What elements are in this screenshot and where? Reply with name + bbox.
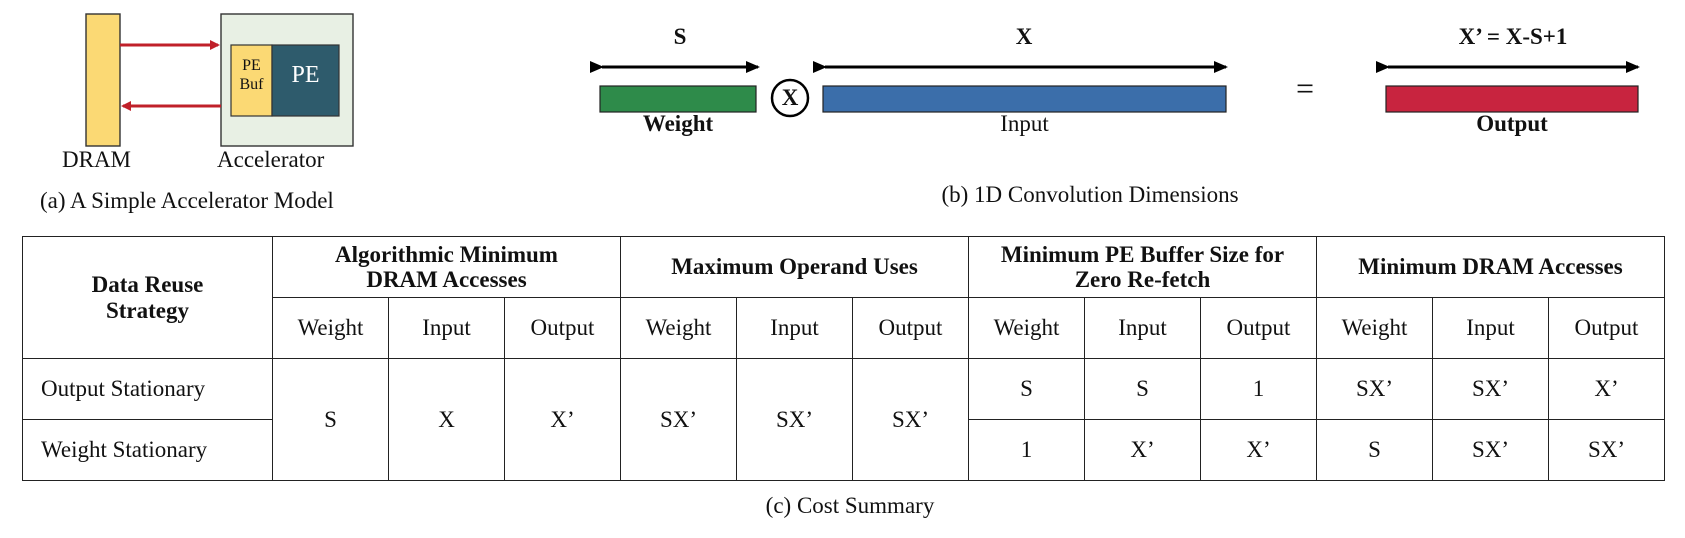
table-cell: S — [968, 358, 1085, 420]
table-cell: 1 — [968, 419, 1085, 481]
row-label-weight-stationary: Weight Stationary — [22, 419, 273, 481]
subheader-output: Output — [852, 297, 969, 359]
cost-summary-table: Data Reuse Strategy Algorithmic Minimum … — [22, 236, 1665, 481]
row-label-output-stationary: Output Stationary — [22, 358, 273, 420]
group-header-min-dram-accesses: Minimum DRAM Accesses — [1316, 236, 1665, 298]
strategy-header: Data Reuse Strategy — [22, 236, 273, 359]
subheader-input: Input — [736, 297, 853, 359]
dram-block — [85, 13, 121, 147]
table-cell: 1 — [1200, 358, 1317, 420]
output-dimension-label: X’ = X-S+1 — [1458, 24, 1568, 49]
pe-buffer-block — [230, 44, 273, 117]
table-cell: S — [1316, 419, 1433, 481]
subheader-weight: Weight — [968, 297, 1085, 359]
subheader-output: Output — [1548, 297, 1665, 359]
group-header-min-pe-buffer: Minimum PE Buffer Size for Zero Re-fetch — [968, 236, 1317, 298]
panel-c-caption: (c) Cost Summary — [765, 493, 935, 518]
output-bar — [1385, 85, 1639, 113]
table-cell: SX’ — [1432, 358, 1549, 420]
table-cell: SX’ — [620, 358, 737, 481]
group-header-max-operand-uses: Maximum Operand Uses — [620, 236, 969, 298]
subheader-weight: Weight — [272, 297, 389, 359]
weight-label: Weight — [642, 111, 714, 136]
table-cell: SX’ — [1432, 419, 1549, 481]
table-cell: S — [272, 358, 389, 481]
equals-sign: = — [1295, 70, 1315, 106]
pe-buffer-label-line1: PE — [242, 57, 261, 74]
pe-buffer-label-line2: Buf — [239, 76, 264, 93]
group-header-algorithmic-min-dram: Algorithmic Minimum DRAM Accesses — [272, 236, 621, 298]
convolution-operator-circle — [770, 78, 810, 118]
table-cell: SX’ — [852, 358, 969, 481]
s-dimension-label: S — [673, 24, 687, 49]
pe-buffer-label: PE Buf — [231, 56, 272, 94]
dram-label: DRAM — [62, 147, 132, 172]
table-subheader-row: Weight Input Output Weight Input Output … — [23, 297, 1665, 359]
input-label: Input — [1000, 111, 1049, 136]
table-cell: X’ — [1548, 358, 1665, 420]
subheader-input: Input — [1084, 297, 1201, 359]
output-label: Output — [1476, 111, 1548, 136]
panel-b-caption: (b) 1D Convolution Dimensions — [941, 182, 1239, 207]
table-cell: S — [1084, 358, 1201, 420]
x-dimension-label: X — [1015, 24, 1033, 49]
subheader-output: Output — [504, 297, 621, 359]
table-row: Weight Stationary 1 X’ X’ S SX’ SX’ — [22, 419, 1665, 481]
subheader-input: Input — [388, 297, 505, 359]
subheader-output: Output — [1200, 297, 1317, 359]
accelerator-label: Accelerator — [217, 147, 325, 172]
weight-bar — [599, 85, 757, 113]
table-cell: SX’ — [1548, 419, 1665, 481]
table-cell: SX’ — [736, 358, 853, 481]
table-cell: SX’ — [1316, 358, 1433, 420]
pe-label: PE — [291, 62, 320, 88]
table-group-header-row: Data Reuse Strategy Algorithmic Minimum … — [22, 236, 1665, 359]
table-cell: X’ — [504, 358, 621, 481]
subheader-weight: Weight — [620, 297, 737, 359]
subheader-input: Input — [1432, 297, 1549, 359]
table-cell: X — [388, 358, 505, 481]
pe-block — [271, 44, 340, 117]
diagram-graphics — [85, 13, 1640, 147]
panel-a-caption: (a) A Simple Accelerator Model — [40, 188, 334, 213]
table-cell: X’ — [1084, 419, 1201, 481]
convolution-operator-symbol: X — [781, 85, 799, 110]
table-row: Output Stationary S X X’ SX’ SX’ SX’ S S… — [22, 358, 1665, 481]
table-cell: X’ — [1200, 419, 1317, 481]
input-bar — [822, 85, 1227, 113]
subheader-weight: Weight — [1316, 297, 1433, 359]
